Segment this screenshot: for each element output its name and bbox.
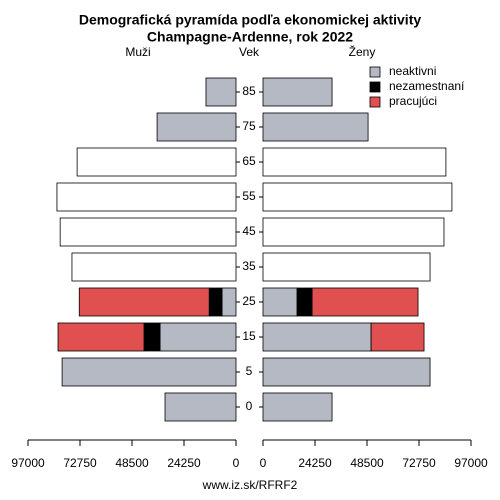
right-label: Ženy (349, 44, 376, 59)
bar-men (156, 112, 237, 142)
x-tick-label: 72750 (402, 456, 436, 470)
bar-women (262, 77, 333, 107)
bar-men (78, 287, 210, 317)
bar-men (221, 287, 237, 317)
bar-men (59, 217, 237, 247)
legend-label: pracujúci (389, 94, 437, 108)
bar-men (76, 147, 237, 177)
bar-women (262, 287, 298, 317)
bar-women (262, 252, 431, 282)
left-label: Muži (125, 45, 150, 59)
age-label: 35 (242, 259, 256, 273)
bar-women (262, 147, 447, 177)
bar-men (56, 182, 237, 212)
bar-women (262, 217, 445, 247)
bar-men (159, 322, 237, 352)
bar-women (262, 182, 453, 212)
bar-women (262, 357, 431, 387)
center-label: Vek (239, 45, 260, 59)
bar-women (262, 112, 369, 142)
x-tick-label: 97000 (11, 456, 45, 470)
age-label: 75 (242, 119, 256, 133)
chart-title: Demografická pyramída podľa ekonomickej … (79, 12, 422, 28)
bar-men (57, 322, 145, 352)
bar-men (143, 322, 161, 352)
chart-subtitle: Champagne-Ardenne, rok 2022 (147, 29, 353, 45)
bar-women (296, 287, 313, 317)
x-tick-label: 0 (260, 456, 267, 470)
bar-women (370, 322, 425, 352)
legend-swatch (369, 81, 381, 93)
age-label: 65 (242, 154, 256, 168)
age-label: 0 (246, 399, 253, 413)
legend-label: neaktivni (389, 64, 436, 78)
x-tick-label: 24250 (298, 456, 332, 470)
legend-swatch (369, 66, 381, 78)
bar-women (311, 287, 419, 317)
age-label: 15 (242, 329, 256, 343)
bar-men (71, 252, 237, 282)
legend-swatch (369, 96, 381, 108)
age-label: 45 (242, 224, 256, 238)
bar-women (262, 322, 372, 352)
x-tick-label: 72750 (63, 456, 97, 470)
legend-label: nezamestnaní (389, 79, 465, 93)
bar-men (164, 392, 237, 422)
age-label: 5 (246, 364, 253, 378)
age-label: 55 (242, 189, 256, 203)
x-tick-label: 24250 (167, 456, 201, 470)
bar-men (61, 357, 237, 387)
bar-men (208, 287, 223, 317)
x-tick-label: 48500 (350, 456, 384, 470)
bar-women (262, 392, 333, 422)
footer: www.iz.sk/RFRF2 (202, 478, 298, 492)
bar-men (205, 77, 237, 107)
age-label: 25 (242, 294, 256, 308)
x-tick-label: 48500 (115, 456, 149, 470)
x-tick-label: 97000 (454, 456, 488, 470)
x-tick-label: 0 (233, 456, 240, 470)
age-label: 85 (242, 84, 256, 98)
